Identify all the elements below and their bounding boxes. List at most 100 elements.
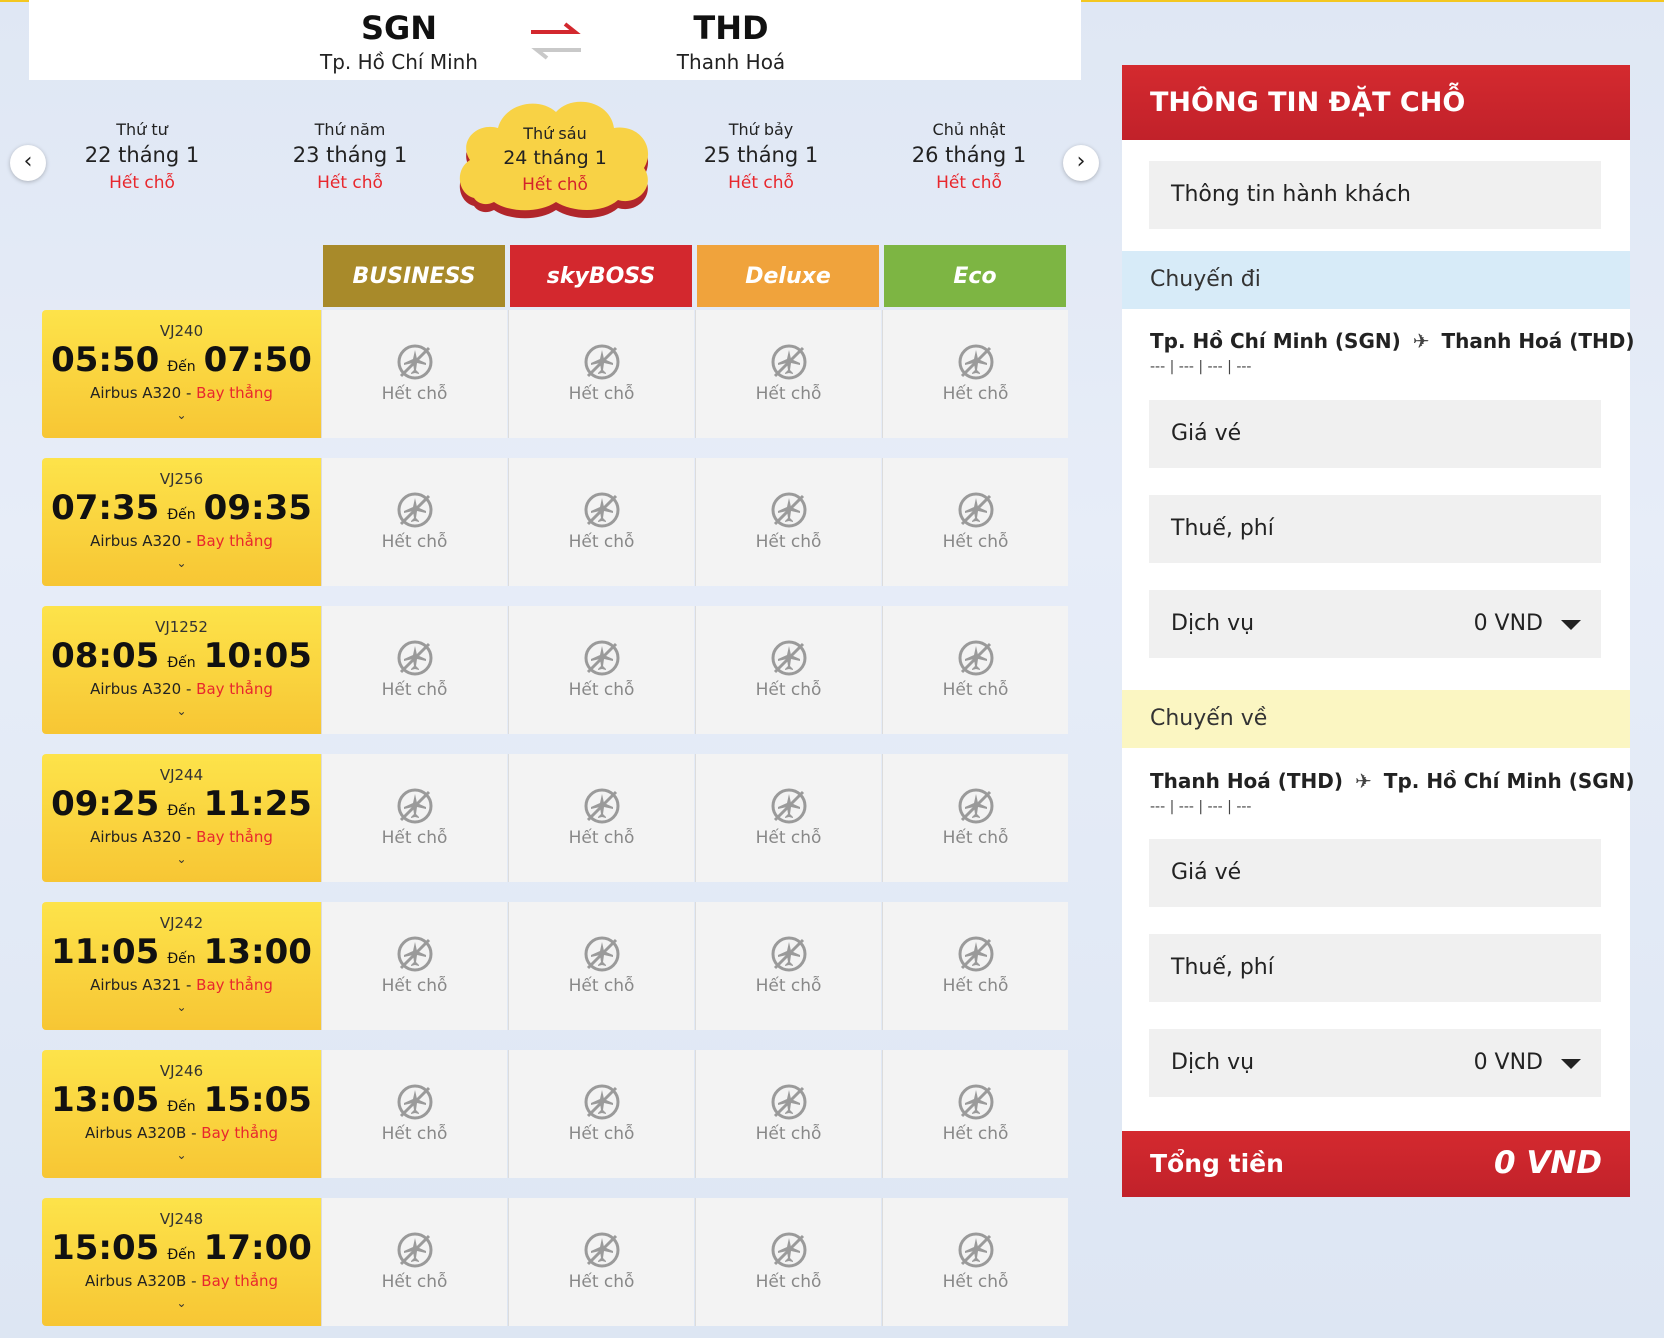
expand-chevron-icon[interactable]: ⌄ — [176, 852, 187, 866]
arrival-time: 09:35 — [203, 488, 312, 528]
flight-row[interactable]: VJ246 13:05 Đến 15:05 Airbus A320B - Bay thẳ… — [42, 1050, 1070, 1178]
flight-row[interactable]: VJ256 07:35 Đến 09:35 Airbus A320 - Bay thẳn… — [42, 458, 1070, 586]
fare-cell-sold-out: Hết chỗ — [882, 458, 1068, 586]
sold-out-label: Hết chỗ — [381, 680, 448, 700]
booking-panel: THÔNG TIN ĐẶT CHỖ Thông tin hành khách C… — [1122, 65, 1635, 1197]
flight-row[interactable]: VJ242 11:05 Đến 13:00 Airbus A321 - Bay thẳn… — [42, 902, 1070, 1030]
plane-icon: ✈ — [1412, 329, 1430, 353]
arrival-time: 11:25 — [203, 784, 312, 824]
sold-out-plane-icon — [584, 640, 620, 676]
outbound-to: Thanh Hoá (THD) — [1441, 329, 1635, 353]
aircraft-info: Airbus A321 - Bay thẳng — [42, 976, 321, 994]
flight-row[interactable]: VJ240 05:50 Đến 07:50 Airbus A320 - Bay thẳn… — [42, 310, 1070, 438]
origin-code: SGN — [360, 9, 438, 47]
sold-out-label: Hết chỗ — [568, 532, 635, 552]
time-separator: Đến — [167, 803, 196, 819]
expand-chevron-icon[interactable]: ⌄ — [176, 1000, 187, 1014]
expand-chevron-icon[interactable]: ⌄ — [176, 1296, 187, 1310]
sold-out-label: Hết chỗ — [942, 384, 1009, 404]
return-fare-row[interactable]: Giá vé — [1149, 839, 1601, 907]
expand-chevron-icon[interactable]: ⌄ — [176, 408, 187, 422]
fare-class-eco: Eco — [884, 245, 1066, 307]
flight-card[interactable]: VJ1252 08:05 Đến 10:05 Airbus A320 - Bay thẳ… — [42, 606, 321, 734]
aircraft-type: Airbus A320 - — [90, 384, 192, 402]
sold-out-plane-icon — [771, 640, 807, 676]
expand-chevron-icon[interactable]: ⌄ — [176, 1148, 187, 1162]
caret-down-icon[interactable] — [1561, 1059, 1581, 1069]
arrival-time: 13:00 — [203, 932, 312, 972]
date-option-selected[interactable]: Thứ sáu 24 tháng 1 Hết chỗ — [460, 124, 650, 195]
flight-times: 13:05 Đến 15:05 — [42, 1080, 321, 1120]
fare-cell-sold-out: Hết chỗ — [695, 458, 881, 586]
fare-cell-sold-out: Hết chỗ — [321, 458, 507, 586]
fare-cell-sold-out: Hết chỗ — [321, 310, 507, 438]
flight-card[interactable]: VJ240 05:50 Đến 07:50 Airbus A320 - Bay thẳn… — [42, 310, 321, 438]
flight-card[interactable]: VJ244 09:25 Đến 11:25 Airbus A320 - Bay thẳn… — [42, 754, 321, 882]
fare-cell-sold-out: Hết chỗ — [321, 606, 507, 734]
destination-code: THD — [693, 9, 769, 47]
direct-flight-label: Bay thẳng — [196, 976, 273, 994]
expand-chevron-icon[interactable]: ⌄ — [176, 556, 187, 570]
caret-down-icon[interactable] — [1561, 620, 1581, 630]
return-tax-row[interactable]: Thuế, phí — [1149, 934, 1601, 1002]
date-option[interactable]: Thứ bảy 25 tháng 1 Hết chỗ — [666, 120, 856, 193]
flight-number: VJ248 — [159, 1210, 204, 1228]
sold-out-plane-icon — [584, 1084, 620, 1120]
outbound-fare-row[interactable]: Giá vé — [1149, 400, 1601, 468]
sold-out-label: Hết chỗ — [942, 532, 1009, 552]
flight-number: VJ256 — [159, 470, 204, 488]
sold-out-label: Hết chỗ — [755, 1124, 822, 1144]
next-date-button[interactable]: › — [1063, 145, 1099, 181]
flight-times: 09:25 Đến 11:25 — [42, 784, 321, 824]
aircraft-info: Airbus A320B - Bay thẳng — [42, 1272, 321, 1290]
flight-row[interactable]: VJ248 15:05 Đến 17:00 Airbus A320B - Bay thẳ… — [42, 1198, 1070, 1326]
service-value: 0 VND — [1473, 1050, 1543, 1075]
arrival-time: 15:05 — [203, 1080, 312, 1120]
flight-row[interactable]: VJ1252 08:05 Đến 10:05 Airbus A320 - Bay thẳ… — [42, 606, 1070, 734]
outbound-service-row[interactable]: Dịch vụ 0 VND — [1149, 590, 1601, 658]
sold-out-plane-icon — [958, 640, 994, 676]
sold-out-label: Hết chỗ — [755, 828, 822, 848]
date-option[interactable]: Thứ năm 23 tháng 1 Hết chỗ — [255, 120, 445, 193]
sold-out-plane-icon — [397, 1084, 433, 1120]
sold-out-label: Hết chỗ — [568, 1124, 635, 1144]
plane-icon: ✈ — [1355, 769, 1372, 793]
sold-out-plane-icon — [584, 492, 620, 528]
date-option[interactable]: Chủ nhật 26 tháng 1 Hết chỗ — [874, 120, 1064, 193]
flight-card[interactable]: VJ246 13:05 Đến 15:05 Airbus A320B - Bay thẳ… — [42, 1050, 321, 1178]
flight-row[interactable]: VJ244 09:25 Đến 11:25 Airbus A320 - Bay thẳn… — [42, 754, 1070, 882]
date-value: 26 tháng 1 — [911, 143, 1027, 167]
fare-class-label: Deluxe — [745, 263, 831, 289]
date-value: 25 tháng 1 — [703, 143, 819, 167]
flight-card[interactable]: VJ248 15:05 Đến 17:00 Airbus A320B - Bay thẳ… — [42, 1198, 321, 1326]
direct-flight-label: Bay thẳng — [196, 680, 273, 698]
arrival-time: 17:00 — [203, 1228, 312, 1268]
fare-cell-sold-out: Hết chỗ — [321, 754, 507, 882]
swap-route-icon[interactable] — [527, 18, 585, 62]
prev-date-button[interactable]: ‹ — [10, 145, 46, 181]
fare-cell-sold-out: Hết chỗ — [695, 606, 881, 734]
sold-out-label: Hết chỗ — [568, 828, 635, 848]
passenger-info-button[interactable]: Thông tin hành khách — [1149, 161, 1601, 229]
flight-card[interactable]: VJ256 07:35 Đến 09:35 Airbus A320 - Bay thẳn… — [42, 458, 321, 586]
departure-time: 07:35 — [51, 488, 160, 528]
booking-title: THÔNG TIN ĐẶT CHỖ — [1122, 65, 1630, 140]
sold-out-label: Hết chỗ — [381, 976, 448, 996]
return-service-row[interactable]: Dịch vụ 0 VND — [1149, 1029, 1601, 1097]
return-details: --- | --- | --- | --- — [1150, 799, 1252, 815]
date-weekday: Thứ tư — [116, 120, 168, 139]
fare-cell-sold-out: Hết chỗ — [695, 754, 881, 882]
date-status: Hết chỗ — [317, 173, 383, 193]
expand-chevron-icon[interactable]: ⌄ — [176, 704, 187, 718]
arrival-time: 07:50 — [203, 340, 312, 380]
sold-out-plane-icon — [397, 1232, 433, 1268]
selected-date-cloud — [459, 101, 649, 219]
date-option[interactable]: Thứ tư 22 tháng 1 Hết chỗ — [47, 120, 237, 193]
flight-card[interactable]: VJ242 11:05 Đến 13:00 Airbus A321 - Bay thẳn… — [42, 902, 321, 1030]
flight-number: VJ1252 — [155, 618, 208, 636]
outbound-tax-row[interactable]: Thuế, phí — [1149, 495, 1601, 563]
aircraft-type: Airbus A320 - — [90, 828, 192, 846]
fare-cell-sold-out: Hết chỗ — [321, 902, 507, 1030]
sold-out-plane-icon — [397, 492, 433, 528]
fare-class-business: BUSINESS — [323, 245, 505, 307]
